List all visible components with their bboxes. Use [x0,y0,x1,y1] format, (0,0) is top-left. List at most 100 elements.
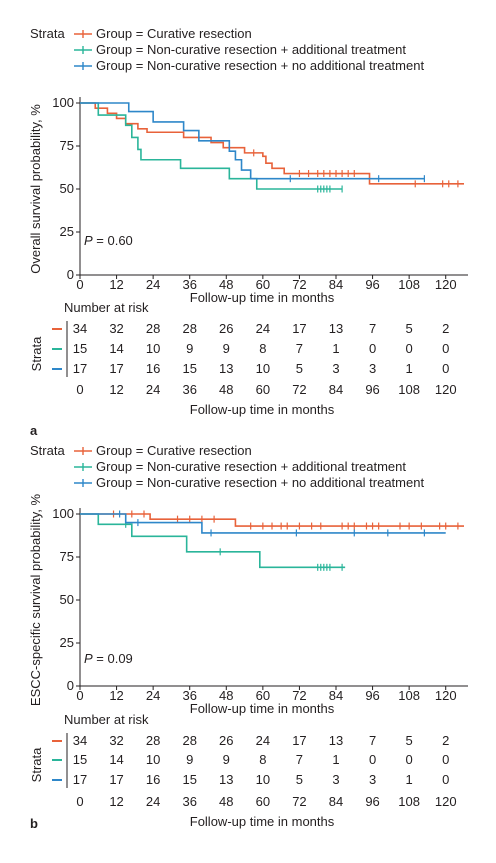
x-tick-label: 72 [292,688,306,703]
survival-curve-3 [80,513,446,534]
risk-count: 5 [296,772,303,787]
risk-count: 2 [442,733,449,748]
risk-count: 15 [182,361,196,376]
p-letter: P [84,233,93,248]
x-axis-label: Follow-up time in months [190,701,335,716]
x-tick-label: 108 [398,688,420,703]
risk-count: 14 [109,752,123,767]
risk-count: 3 [332,772,339,787]
y-axis-label: ESCC-specific survival probability, % [28,493,43,706]
risk-count: 0 [406,341,413,356]
legend-entry: Group = Curative resection [96,26,252,41]
risk-count: 15 [73,752,87,767]
risk-count: 28 [182,733,196,748]
risk-count: 1 [406,772,413,787]
risk-count: 28 [146,321,160,336]
y-tick-label: 50 [60,181,74,196]
risk-count: 0 [442,361,449,376]
risk-count: 16 [146,361,160,376]
risk-x-tick-label: 120 [435,794,457,809]
risk-count: 28 [146,733,160,748]
legend-entry: Group = Curative resection [96,443,252,458]
y-tick-label: 100 [52,506,74,521]
legend-entry: Group = Non-curative resection + no addi… [96,58,424,73]
y-tick-label: 25 [60,635,74,650]
risk-x-tick-label: 48 [219,382,233,397]
risk-count: 26 [219,321,233,336]
survival-curve-3 [80,102,425,180]
x-tick-label: 96 [365,277,379,292]
risk-count: 8 [259,341,266,356]
risk-table-title: Number at risk [64,300,149,315]
risk-count: 16 [146,772,160,787]
x-tick-label: 120 [435,277,457,292]
panel-letter: a [30,423,38,438]
risk-x-tick-label: 36 [182,794,196,809]
x-tick-label: 72 [292,277,306,292]
survival-curve-2 [80,513,346,569]
risk-x-tick-label: 84 [329,382,343,397]
risk-count: 10 [146,341,160,356]
risk-count: 32 [109,733,123,748]
risk-count: 7 [296,341,303,356]
legend-entry: Group = Non-curative resection + additio… [96,42,406,57]
x-tick-label: 24 [146,277,160,292]
legend-entry: Group = Non-curative resection + no addi… [96,475,424,490]
risk-count: 17 [109,361,123,376]
risk-count: 24 [256,321,270,336]
x-tick-label: 60 [256,277,270,292]
p-value-annotation: P = 0.60 [84,233,133,248]
risk-count: 24 [256,733,270,748]
p-value-annotation: P = 0.09 [84,651,133,666]
risk-x-axis-label: Follow-up time in months [190,402,335,417]
y-tick-label: 75 [60,549,74,564]
risk-count: 1 [332,341,339,356]
risk-x-tick-label: 120 [435,382,457,397]
legend-entry: Group = Non-curative resection + additio… [96,459,406,474]
x-tick-label: 48 [219,277,233,292]
risk-count: 17 [109,772,123,787]
risk-table-strata-label: Strata [29,336,44,371]
risk-table-title: Number at risk [64,712,149,727]
x-tick-label: 36 [182,277,196,292]
x-tick-label: 24 [146,688,160,703]
risk-count: 1 [406,361,413,376]
risk-count: 10 [146,752,160,767]
x-tick-label: 0 [76,688,83,703]
risk-count: 34 [73,733,87,748]
risk-count: 13 [329,733,343,748]
risk-x-tick-label: 60 [256,794,270,809]
risk-count: 5 [406,321,413,336]
risk-x-tick-label: 12 [109,794,123,809]
risk-x-tick-label: 0 [76,382,83,397]
risk-count: 7 [369,321,376,336]
risk-count: 28 [182,321,196,336]
y-axis-label: Overall survival probability, % [28,104,43,274]
p-value: = 0.60 [93,233,133,248]
risk-count: 0 [406,752,413,767]
risk-x-tick-label: 72 [292,794,306,809]
y-tick-label: 50 [60,592,74,607]
risk-count: 0 [442,772,449,787]
risk-count: 10 [256,772,270,787]
risk-count: 9 [186,341,193,356]
legend-title: Strata [30,443,65,458]
risk-count: 17 [292,733,306,748]
risk-x-tick-label: 96 [365,382,379,397]
x-tick-label: 12 [109,277,123,292]
risk-count: 17 [73,361,87,376]
y-tick-label: 0 [67,267,74,282]
survival-curve-1 [80,513,464,527]
x-tick-label: 0 [76,277,83,292]
risk-count: 13 [219,772,233,787]
risk-count: 10 [256,361,270,376]
risk-count: 8 [259,752,266,767]
risk-count: 32 [109,321,123,336]
risk-x-tick-label: 60 [256,382,270,397]
risk-count: 14 [109,341,123,356]
risk-count: 0 [369,752,376,767]
risk-count: 13 [329,321,343,336]
risk-count: 7 [296,752,303,767]
